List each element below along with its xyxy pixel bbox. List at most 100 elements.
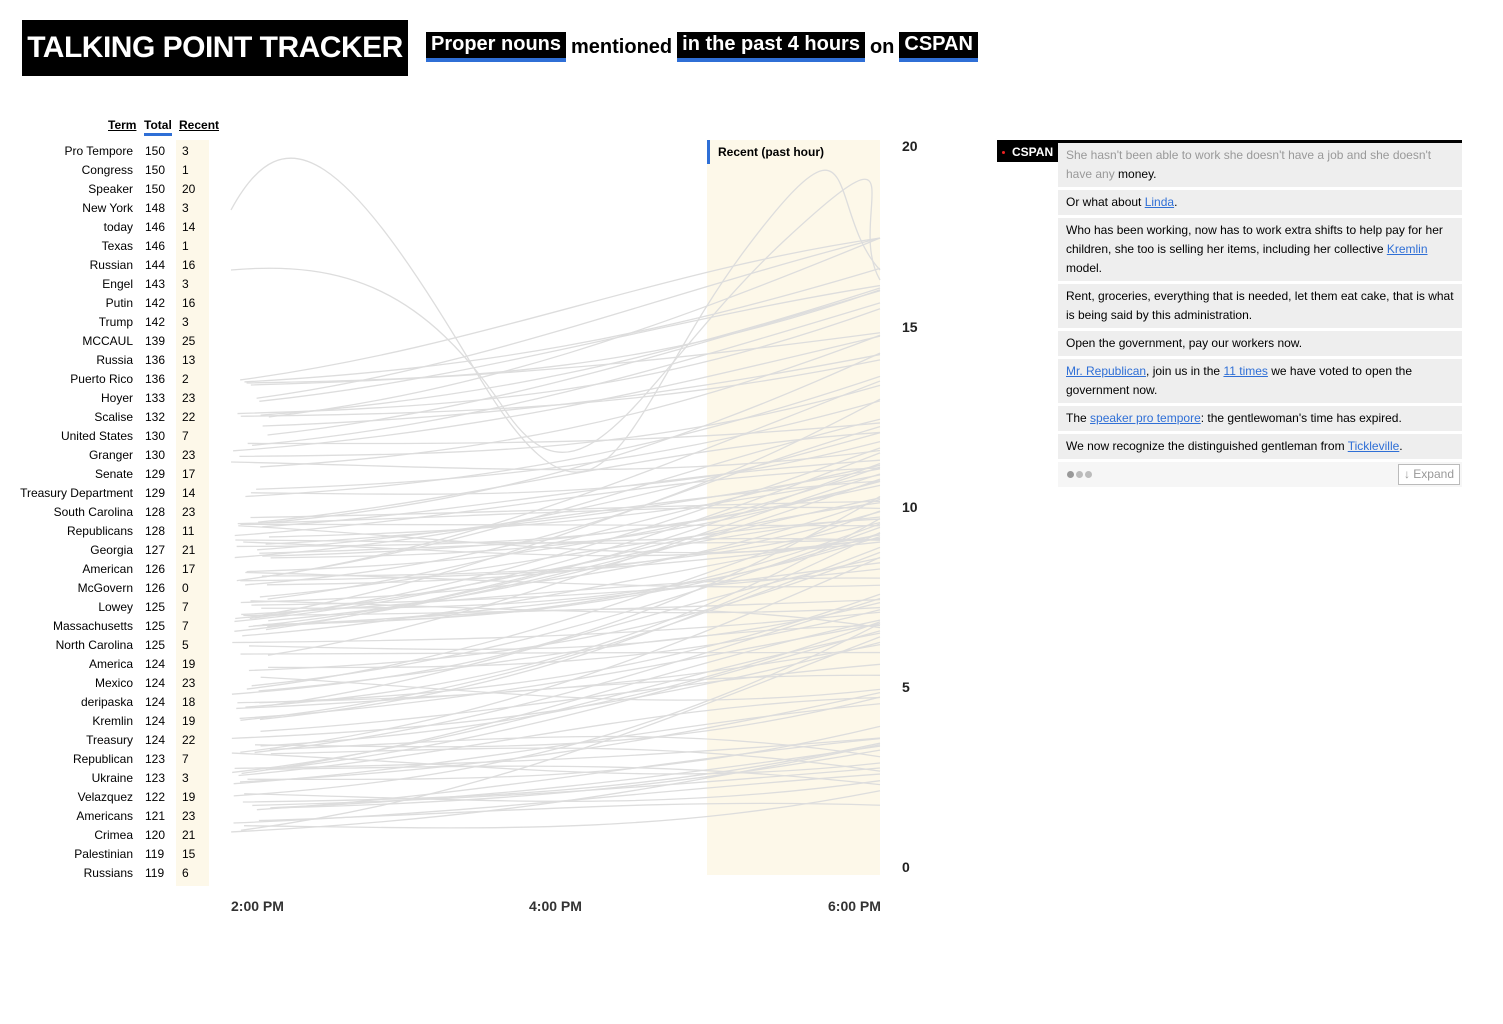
table-row[interactable]: Georgia 127 21 [20,541,220,560]
term-cell: MCCAUL [82,334,133,348]
term-link[interactable]: Mr. Republican [1066,364,1147,378]
table-row[interactable]: Congress 150 1 [20,161,220,180]
trend-line [234,432,881,559]
table-row[interactable]: America 124 19 [20,655,220,674]
trend-line [260,287,881,416]
channel-selector[interactable]: CSPAN [899,32,978,62]
table-row[interactable]: Crimea 120 21 [20,826,220,845]
trend-line [240,651,881,655]
recent-cell: 14 [182,486,196,500]
table-row[interactable]: Hoyer 133 23 [20,389,220,408]
trend-line [237,308,881,415]
term-link[interactable]: Tickleville [1347,439,1400,453]
trend-line [259,593,881,704]
table-row[interactable]: Speaker 150 20 [20,180,220,199]
table-row[interactable]: Treasury 124 22 [20,731,220,750]
table-row[interactable]: Granger 130 23 [20,446,220,465]
trend-line [268,237,881,418]
table-row[interactable]: Pro Tempore 150 3 [20,142,220,161]
total-cell: 143 [145,277,166,291]
trend-line [268,474,881,538]
table-row[interactable]: Kremlin 124 19 [20,712,220,731]
trend-line [249,601,881,651]
trend-line [234,497,881,632]
total-cell: 126 [145,581,166,595]
term-type-selector[interactable]: Proper nouns [426,32,567,62]
transcript-text: She hasn't been able to work she doesn't… [1066,148,1432,181]
mentions-chart: Recent (past hour) 20 15 10 5 0 2:00 PM … [225,130,935,930]
table-row[interactable]: McGovern 126 0 [20,579,220,598]
term-link[interactable]: speaker pro tempore [1090,411,1201,425]
term-column-header[interactable]: Term [108,118,137,132]
table-row[interactable]: Velazquez 122 19 [20,788,220,807]
trend-line [237,643,881,704]
table-row[interactable]: Mexico 124 23 [20,674,220,693]
trend-line [259,537,881,554]
table-row[interactable]: North Carolina 125 5 [20,636,220,655]
transcript-text: We now recognize the distinguished gentl… [1066,439,1348,453]
table-row[interactable]: Russians 119 6 [20,864,220,883]
term-link[interactable]: Linda [1144,195,1175,209]
total-column-header[interactable]: Total [144,118,172,136]
table-row[interactable]: Palestinian 119 15 [20,845,220,864]
live-dot-icon [1002,151,1005,155]
table-row[interactable]: Treasury Department 129 14 [20,484,220,503]
y-tick-label: 20 [902,138,918,154]
trend-line [246,466,881,573]
table-row[interactable]: Russian 144 16 [20,256,220,275]
term-cell: America [88,657,133,671]
table-row[interactable]: Puerto Rico 136 2 [20,370,220,389]
term-link[interactable]: Kremlin [1386,242,1428,256]
term-link[interactable]: 11 times [1223,364,1268,378]
table-row[interactable]: deripaska 124 18 [20,693,220,712]
table-row[interactable]: United States 130 7 [20,427,220,446]
trend-line [233,703,881,785]
term-cell: Velazquez [77,790,133,804]
table-row[interactable]: today 146 14 [20,218,220,237]
x-tick-label: 6:00 PM [828,898,881,914]
table-row[interactable]: Lowey 125 7 [20,598,220,617]
table-row[interactable]: Trump 142 3 [20,313,220,332]
table-row[interactable]: Republicans 128 11 [20,522,220,541]
time-period-selector[interactable]: in the past 4 hours [677,32,865,62]
table-row[interactable]: Putin 142 16 [20,294,220,313]
trend-line [230,157,881,473]
expand-button[interactable]: ↓ Expand [1398,464,1460,485]
trend-line [250,441,881,495]
term-cell: Hoyer [100,391,133,405]
table-row[interactable]: Ukraine 123 3 [20,769,220,788]
table-row[interactable]: Senate 129 17 [20,465,220,484]
table-row[interactable]: American 126 17 [20,560,220,579]
total-cell: 124 [145,733,166,747]
table-row[interactable]: MCCAUL 139 25 [20,332,220,351]
total-cell: 126 [145,562,166,576]
recent-cell: 22 [182,733,196,747]
term-cell: Speaker [88,182,133,196]
table-row[interactable]: New York 148 3 [20,199,220,218]
table-row[interactable]: Texas 146 1 [20,237,220,256]
trend-line [232,611,881,644]
table-row[interactable]: Republican 123 7 [20,750,220,769]
recent-column-header[interactable]: Recent [179,118,220,132]
trend-line [238,525,881,554]
term-cell: South Carolina [53,505,133,519]
trend-line [235,538,881,544]
table-row[interactable]: Engel 143 3 [20,275,220,294]
trend-line [240,546,881,721]
term-cell: today [103,220,133,234]
recent-cell: 17 [182,467,196,481]
trend-line [247,425,881,619]
recent-cell: 23 [182,809,196,823]
table-row[interactable]: Massachusetts 125 7 [20,617,220,636]
table-row[interactable]: South Carolina 128 23 [20,503,220,522]
total-cell: 132 [145,410,166,424]
term-cell: North Carolina [55,638,133,652]
table-row[interactable]: Scalise 132 22 [20,408,220,427]
trend-line [234,737,881,769]
recent-cell: 19 [182,657,196,671]
total-cell: 123 [145,752,166,766]
transcript-text: we have voted to open the government now… [1066,364,1413,397]
trend-line [240,237,881,381]
table-row[interactable]: Americans 121 23 [20,807,220,826]
table-row[interactable]: Russia 136 13 [20,351,220,370]
